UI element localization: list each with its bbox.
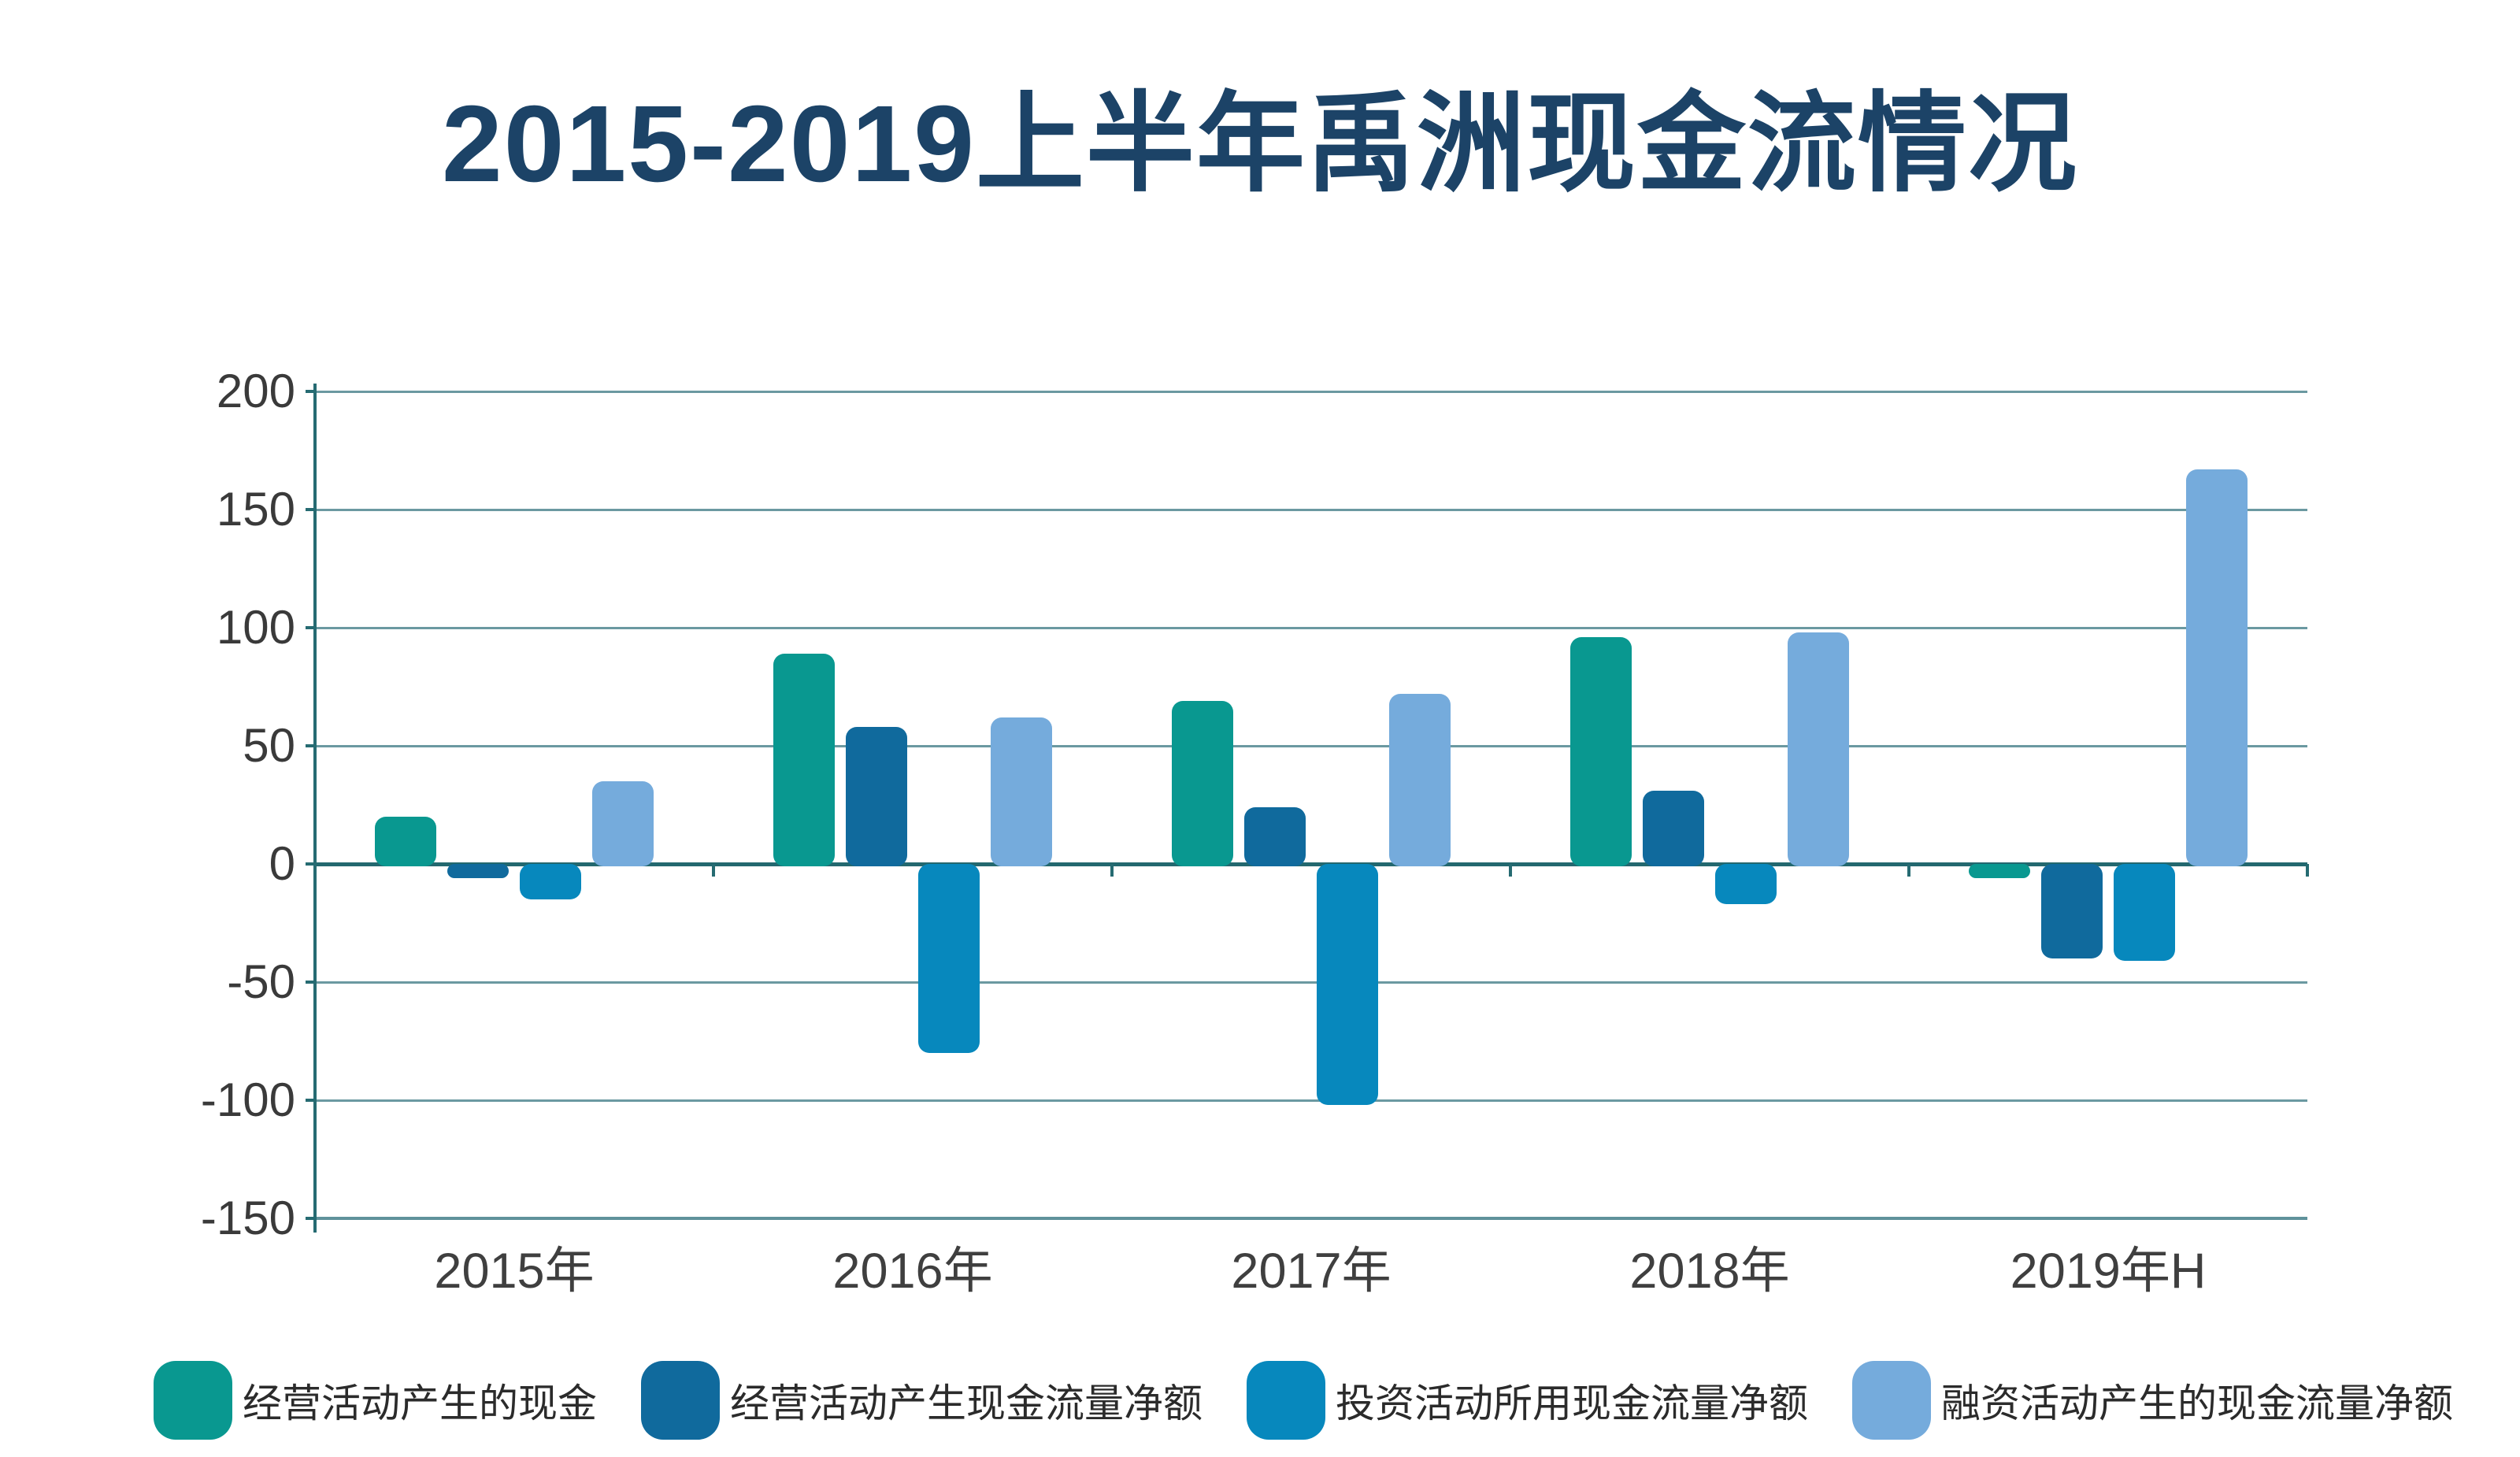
y-axis-tick	[306, 626, 315, 629]
zero-line-tick	[2306, 864, 2309, 877]
bar-s3-2017年	[1317, 864, 1378, 1105]
y-axis-label: 100	[216, 601, 295, 654]
bar-s4-2017年	[1389, 694, 1451, 866]
bar-s1-2018年	[1570, 637, 1632, 866]
zero-line-tick	[1907, 864, 1910, 877]
y-axis-label: -50	[227, 955, 295, 1008]
bar-s2-2016年	[846, 727, 907, 866]
y-axis-label: 200	[216, 365, 295, 417]
x-axis-label: 2016年	[832, 1244, 993, 1299]
legend-swatch-2	[641, 1361, 720, 1440]
legend: 经营活动产生的现金 经营活动产生现金流量净额 投资活动所用现金流量净额 融资活动产生的…	[154, 1361, 2453, 1440]
legend-item-1: 经营活动产生的现金	[154, 1361, 597, 1440]
x-axis-label: 2019年H	[2010, 1244, 2207, 1299]
gridline-0	[315, 862, 2307, 866]
x-axis-label: 2018年	[1629, 1244, 1790, 1299]
legend-item-3: 投资活动所用现金流量净额	[1247, 1361, 1808, 1440]
legend-label-3: 投资活动所用现金流量净额	[1336, 1381, 1808, 1425]
bar-s4-2016年	[991, 717, 1052, 866]
gridline--100	[315, 1099, 2307, 1102]
bar-s2-2018年	[1643, 791, 1704, 866]
zero-line-tick	[712, 864, 715, 877]
bar-s2-2017年	[1244, 807, 1306, 866]
legend-label-2: 经营活动产生现金流量净额	[730, 1381, 1203, 1425]
bar-s3-2018年	[1715, 864, 1777, 904]
y-axis-label: 50	[243, 719, 295, 772]
x-axis-label: 2017年	[1231, 1244, 1392, 1299]
legend-label-4: 融资活动产生的现金流量净额	[1941, 1381, 2453, 1425]
bar-s1-2019年H	[1969, 864, 2030, 878]
chart-title: 2015-2019上半年禹洲现金流情况	[442, 83, 2078, 205]
legend-swatch-3	[1247, 1361, 1325, 1440]
gridline-100	[315, 626, 2307, 629]
gridline--50	[315, 981, 2307, 984]
bar-s3-2016年	[918, 864, 980, 1053]
legend-item-4: 融资活动产生的现金流量净额	[1852, 1361, 2453, 1440]
bar-s2-2015年	[447, 864, 509, 878]
y-axis-tick	[306, 981, 315, 984]
y-axis-tick	[306, 744, 315, 747]
bar-s1-2015年	[375, 817, 436, 866]
y-axis-line	[313, 384, 317, 1233]
zero-line-tick	[1509, 864, 1512, 877]
legend-label-1: 经营活动产生的现金	[243, 1381, 597, 1425]
legend-swatch-1	[154, 1361, 232, 1440]
gridline--150	[315, 1217, 2307, 1220]
y-axis-label: 0	[269, 837, 295, 890]
gridline-150	[315, 508, 2307, 511]
bar-s4-2015年	[592, 781, 654, 866]
y-axis-tick	[306, 1099, 315, 1102]
y-axis-label: -100	[200, 1073, 295, 1126]
bar-s2-2019年H	[2041, 864, 2103, 958]
legend-swatch-4	[1852, 1361, 1931, 1440]
y-axis-label: 150	[216, 483, 295, 536]
x-axis-label: 2015年	[434, 1244, 595, 1299]
bar-s1-2017年	[1172, 701, 1233, 866]
y-axis-tick	[306, 390, 315, 393]
y-axis-tick	[306, 862, 315, 866]
gridline-200	[315, 390, 2307, 393]
legend-item-2: 经营活动产生现金流量净额	[641, 1361, 1203, 1440]
bar-s3-2019年H	[2114, 864, 2175, 961]
bar-s1-2016年	[773, 654, 835, 866]
y-axis-tick	[306, 1217, 315, 1220]
bar-s4-2018年	[1788, 632, 1849, 866]
bar-s3-2015年	[520, 864, 581, 899]
zero-line-tick	[1110, 864, 1114, 877]
bar-s4-2019年H	[2186, 469, 2248, 866]
gridline-50	[315, 744, 2307, 747]
y-axis-label: -150	[200, 1192, 295, 1244]
y-axis-tick	[306, 508, 315, 511]
